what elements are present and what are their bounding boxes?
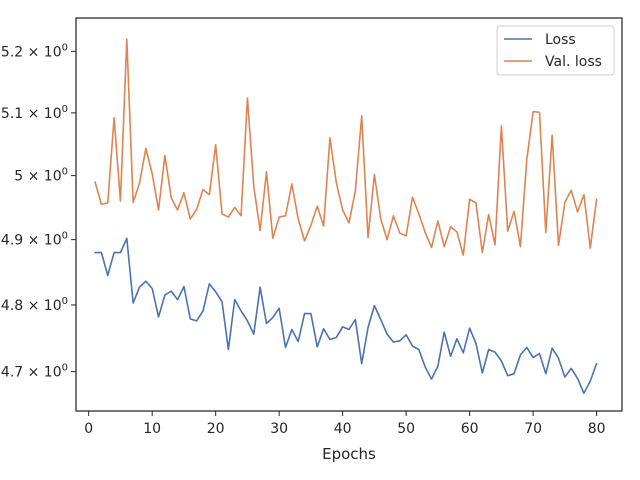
x-tick-label: 0 [84,421,93,437]
plot-lines [94,38,598,395]
series-line-val-loss [94,38,598,256]
series-line-loss [94,237,598,395]
x-tick-label: 70 [524,421,542,437]
legend-label-val-loss: Val. loss [545,54,602,70]
x-tick-label: 50 [397,421,415,437]
y-tick-label: 4.9 × 100 [1,231,68,249]
legend: Loss Val. loss [496,25,615,76]
y-tick-label: 5 × 100 [14,167,68,185]
x-tick-label: 10 [143,421,161,437]
x-tick-label: 40 [334,421,352,437]
y-tick-label: 5.2 × 100 [1,42,68,60]
plot-frame [75,17,623,412]
y-axis: 4.7 × 100 4.8 × 100 4.9 × 100 5 × 100 5.1 × … [1,42,76,381]
y-tick-label: 4.7 × 100 [1,363,68,381]
x-axis-label: Epochs [322,445,376,463]
x-tick-label: 60 [461,421,479,437]
x-axis: 0 10 20 30 40 50 60 70 80 [84,411,606,437]
x-tick-label: 20 [207,421,225,437]
x-tick-label: 30 [270,421,288,437]
x-tick-label: 80 [588,421,606,437]
y-tick-label: 5.1 × 100 [1,104,68,122]
y-tick-label: 4.8 × 100 [1,296,68,314]
legend-label-loss: Loss [545,32,576,48]
